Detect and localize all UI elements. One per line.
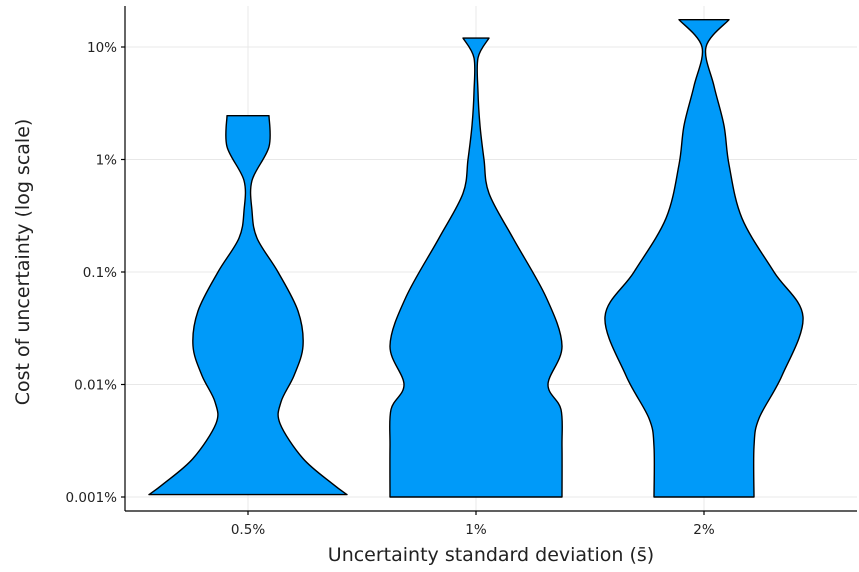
- x-axis-label: Uncertainty standard deviation (s̄): [328, 544, 654, 566]
- y-tick-label: 1%: [96, 153, 118, 169]
- y-tick-label: 10%: [87, 40, 117, 56]
- violin-0-5pct: [148, 115, 348, 496]
- tick-layer: 0.001% 0.01% 0.1% 1% 10% 0.5% 1% 2%: [66, 40, 715, 538]
- y-tick-label: 0.001%: [66, 490, 118, 506]
- violin-1pct: [389, 37, 563, 498]
- axis-layer: [121, 6, 857, 515]
- y-tick-label: 0.1%: [83, 265, 117, 281]
- y-axis-label: Cost of uncertainty (log scale): [12, 119, 34, 406]
- x-tick-label: 0.5%: [231, 522, 265, 538]
- x-tick-label: 2%: [693, 522, 715, 538]
- violin-layer: [148, 19, 804, 498]
- x-tick-label: 1%: [465, 522, 487, 538]
- y-tick-label: 0.01%: [74, 378, 117, 394]
- violin-2pct: [604, 19, 804, 498]
